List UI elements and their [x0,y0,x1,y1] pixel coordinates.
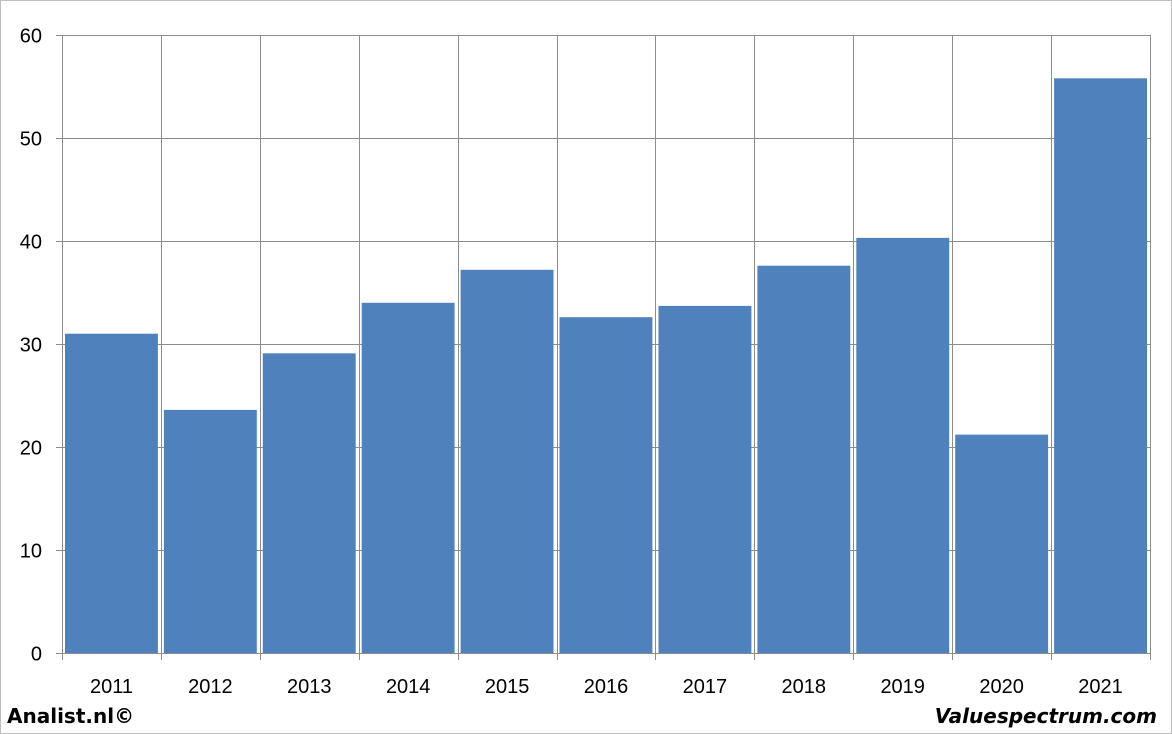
x-tick-label: 2017 [683,676,728,698]
x-tick-label: 2021 [1078,676,1123,698]
bars [65,78,1147,654]
x-tick-labels: 2011 2012 2013 2014 2015 2016 2017 2018 2019 2020… [90,676,1123,698]
bar-2016 [559,317,653,653]
y-tick-label: 0 [31,644,42,666]
y-tick-label: 20 [20,438,42,460]
bar-2013 [262,353,356,653]
x-tick-label: 2015 [485,676,530,698]
bar-2012 [163,409,257,653]
bar-2014 [361,302,455,653]
x-tick-label: 2019 [880,676,925,698]
y-tick-label: 50 [20,129,42,151]
y-tick-label: 60 [20,26,42,48]
y-tick-label: 40 [20,232,42,254]
x-tick-label: 2012 [188,676,233,698]
y-tick-label: 30 [20,335,42,357]
bar-2011 [65,333,158,653]
footer-right-credit: Valuespectrum.com [934,704,1157,728]
footer-left-credit: Analist.nl© [7,704,135,728]
x-tick-label: 2018 [782,676,827,698]
x-tick-label: 2013 [287,676,332,698]
x-tick-label: 2016 [584,676,629,698]
x-tick-label: 2020 [979,676,1024,698]
gridlines [62,35,1151,653]
bar-2018 [757,265,851,653]
bar-2021 [1054,78,1147,654]
x-tick-label: 2014 [386,676,431,698]
axes [56,35,1151,660]
bar-2020 [955,434,1049,653]
bar-2017 [658,305,752,653]
bar-2019 [856,237,950,653]
x-tick-label: 2011 [90,676,133,698]
y-tick-label: 10 [20,541,42,563]
bar-2015 [460,269,554,653]
y-tick-labels: 0 10 20 30 40 50 60 [20,26,42,666]
